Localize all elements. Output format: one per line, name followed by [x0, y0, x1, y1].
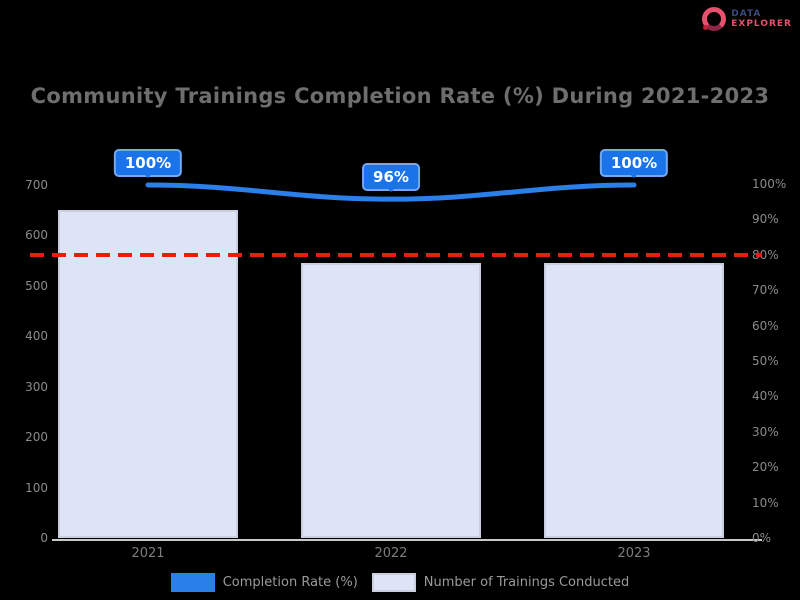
point-label-2022: 96% [362, 163, 420, 192]
legend-label-1: Number of Trainings Conducted [423, 575, 630, 590]
point-label-2021: 100% [113, 149, 183, 177]
target-threshold-line [30, 252, 762, 257]
right-axis-tick: 60% [752, 318, 779, 333]
right-axis-tick: 20% [752, 460, 779, 475]
right-axis-tick: 90% [752, 212, 779, 227]
right-axis-tick: 40% [752, 389, 779, 404]
bar-2023 [544, 263, 724, 538]
right-axis-tick: 70% [752, 283, 779, 298]
left-axis-tick: 200 [25, 430, 48, 445]
x-axis-line [52, 539, 762, 541]
bar-2022 [301, 263, 481, 538]
logo-text: DATA EXPLORER [731, 9, 792, 29]
right-axis-tick: 0% [752, 531, 772, 545]
left-axis-tick: 600 [25, 228, 48, 243]
x-axis-label-2022: 2022 [374, 546, 408, 561]
logo-donut-icon [702, 7, 727, 31]
right-axis-tick: 30% [752, 424, 779, 439]
left-axis-tick: 300 [25, 379, 48, 394]
right-axis-tick: 10% [752, 495, 779, 510]
legend: Completion Rate (%) Number of Trainings C… [0, 573, 800, 592]
chart-title: Community Trainings Completion Rate (%) … [30, 84, 770, 108]
logo-line1: DATA [731, 9, 762, 19]
legend-swatch-0 [170, 573, 215, 592]
right-axis-tick: 80% [752, 247, 779, 262]
left-axis-tick: 100 [25, 480, 48, 495]
left-axis-tick: 0 [40, 531, 48, 545]
right-axis-tick: 100% [752, 177, 787, 191]
legend-swatch-1 [371, 573, 416, 592]
bar-2021 [58, 210, 238, 538]
brand-logo: DATA EXPLORER [702, 7, 792, 31]
legend-item-0: Completion Rate (%) [170, 573, 358, 592]
x-axis-label-2021: 2021 [131, 546, 165, 561]
legend-item-1: Number of Trainings Conducted [371, 573, 630, 592]
left-axis-tick: 500 [25, 278, 48, 293]
logo-line2: EXPLORER [731, 19, 792, 29]
legend-label-0: Completion Rate (%) [222, 575, 358, 590]
right-axis-tick: 50% [752, 354, 779, 368]
left-axis-tick: 700 [25, 178, 48, 192]
point-label-2023: 100% [599, 149, 669, 177]
x-axis-label-2023: 2023 [617, 546, 651, 561]
left-axis-tick: 400 [25, 329, 48, 344]
